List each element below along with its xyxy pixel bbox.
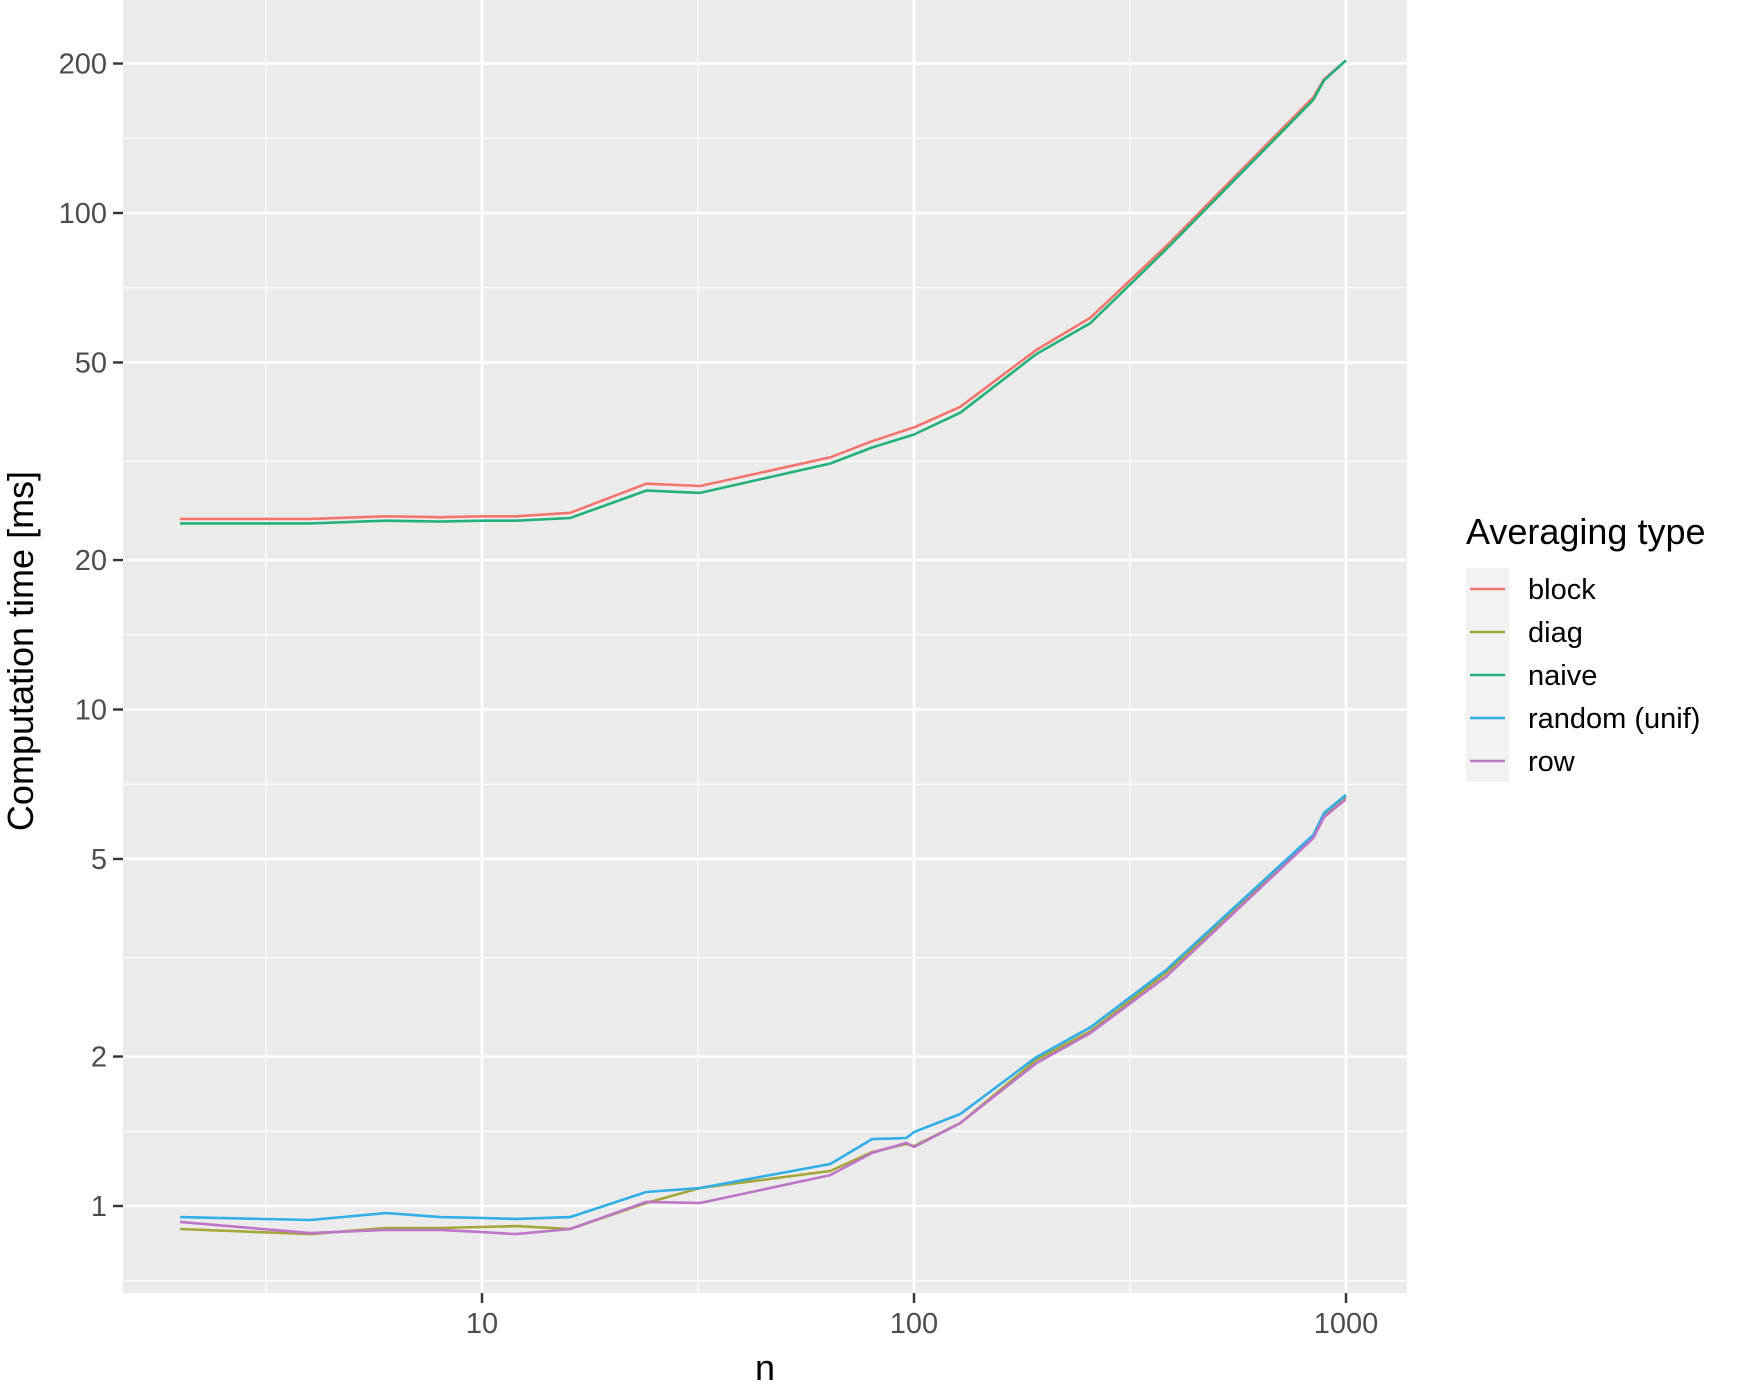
x-tick-label: 100 — [890, 1308, 938, 1340]
y-tick-label: 10 — [75, 695, 107, 727]
legend-label: diag — [1528, 617, 1583, 649]
legend: Averaging type block diag naive random (uni… — [1466, 511, 1706, 782]
y-tick-label: 20 — [75, 545, 107, 577]
legend-label: random (unif) — [1528, 703, 1700, 735]
x-tick-label: 10 — [466, 1308, 498, 1340]
x-axis: 10 100 1000 — [466, 1293, 1378, 1340]
y-axis-title: Computation time [ms] — [0, 471, 41, 831]
legend-label: block — [1528, 574, 1596, 606]
series-line-naive — [180, 59, 1347, 525]
y-axis: 1 2 5 10 20 50 100 200 — [59, 49, 123, 1223]
series-line-random-unif — [179, 793, 1347, 1222]
legend-item: naive — [1470, 660, 1597, 692]
y-tick-label: 1 — [91, 1191, 107, 1223]
x-tick-label: 1000 — [1314, 1308, 1379, 1340]
series-line-row — [179, 798, 1347, 1236]
legend-item: diag — [1470, 617, 1583, 649]
y-tick-label: 100 — [59, 198, 107, 230]
x-axis-title: n — [755, 1347, 775, 1388]
legend-title: Averaging type — [1466, 511, 1706, 552]
plot-panel — [123, 0, 1407, 1293]
series-line-block — [180, 59, 1347, 521]
minor-gridlines — [123, 0, 1407, 1293]
series-line-diag — [179, 795, 1347, 1236]
y-tick-label: 2 — [91, 1042, 107, 1074]
legend-label: row — [1528, 746, 1576, 778]
legend-label: naive — [1528, 660, 1597, 692]
y-tick-label: 200 — [59, 49, 107, 81]
legend-item: block — [1470, 574, 1596, 606]
y-tick-label: 50 — [75, 347, 107, 379]
legend-item: row — [1470, 746, 1576, 778]
series-lines — [179, 59, 1347, 1236]
legend-item: random (unif) — [1470, 703, 1700, 735]
y-tick-label: 5 — [91, 844, 107, 876]
major-gridlines — [123, 0, 1407, 1293]
legend-items: block diag naive random (unif) row — [1470, 574, 1700, 778]
panel-background — [123, 0, 1407, 1293]
